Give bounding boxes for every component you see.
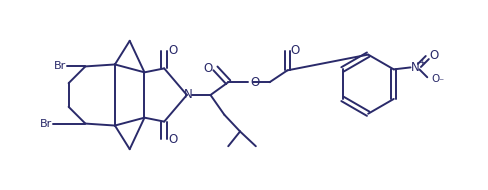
Text: ⁻: ⁻ (438, 77, 443, 87)
Text: O: O (250, 76, 259, 89)
Text: O: O (168, 133, 177, 146)
Text: N: N (183, 89, 192, 101)
Text: Br: Br (40, 119, 52, 129)
Text: Br: Br (54, 61, 66, 71)
Text: O: O (428, 49, 438, 62)
Text: O: O (203, 62, 212, 75)
Text: N: N (410, 61, 419, 74)
Text: +: + (417, 58, 424, 67)
Text: O: O (290, 44, 299, 57)
Text: O: O (168, 44, 177, 57)
Text: O: O (430, 74, 438, 84)
